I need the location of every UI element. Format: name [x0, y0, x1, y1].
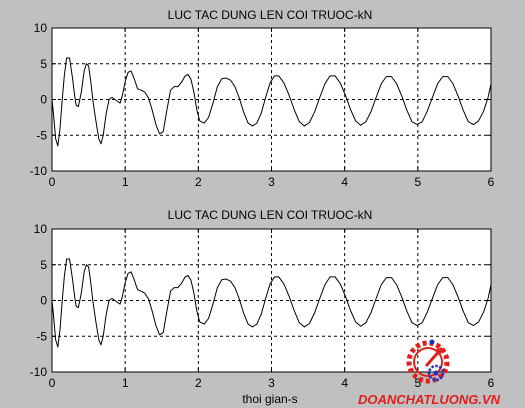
x-tick-label: 5	[414, 376, 421, 390]
y-tick-label: -5	[36, 128, 47, 142]
x-tick-labels: 0 1 2 3 4 5 6	[49, 376, 495, 390]
x-tick-label: 1	[122, 376, 129, 390]
x-tick-label: 0	[49, 376, 56, 390]
series	[51, 57, 492, 147]
ticks	[51, 228, 492, 373]
series	[51, 258, 492, 348]
x-tick-label: 5	[414, 175, 421, 189]
y-tick-label: 10	[34, 21, 48, 35]
gear-compass-logo-icon	[406, 339, 450, 384]
x-axis-label: thoi gian-s	[242, 392, 297, 406]
x-tick-labels: 0 1 2 3 4 5 6	[49, 175, 495, 189]
chart-title: LUC TAC DUNG LEN COI TRUOC-kN	[168, 8, 373, 22]
y-tick-labels: -10 -5 0 5 10	[30, 222, 48, 379]
y-tick-label: 0	[40, 294, 47, 308]
chart-bottom: LUC TAC DUNG LEN COI TRUOC-kN 0 1 2 3 4 5 6 -1…	[30, 208, 495, 406]
chart-top: LUC TAC DUNG LEN COI TRUOC-kN 0 1 2 3 4 5 6 -1…	[30, 8, 495, 189]
x-tick-label: 6	[488, 376, 495, 390]
x-tick-label: 3	[268, 376, 275, 390]
y-tick-label: 5	[40, 258, 47, 272]
ticks	[51, 27, 492, 172]
watermark: DOANCHATLUONG.VN	[358, 339, 501, 407]
x-tick-label: 3	[268, 175, 275, 189]
x-tick-label: 6	[488, 175, 495, 189]
chart-title: LUC TAC DUNG LEN COI TRUOC-kN	[168, 208, 373, 222]
grid	[52, 229, 491, 372]
series-line	[51, 258, 492, 348]
x-tick-label: 4	[341, 175, 348, 189]
y-tick-label: -5	[36, 329, 47, 343]
y-tick-label: 10	[34, 222, 48, 236]
series-line	[51, 57, 492, 147]
y-tick-label: -10	[30, 365, 48, 379]
y-tick-label: 5	[40, 57, 47, 71]
watermark-text: DOANCHATLUONG.VN	[358, 392, 501, 407]
x-tick-label: 4	[341, 376, 348, 390]
grid	[52, 28, 491, 171]
y-tick-labels: -10 -5 0 5 10	[30, 21, 48, 178]
x-tick-label: 1	[122, 175, 129, 189]
y-tick-label: -10	[30, 164, 48, 178]
y-tick-label: 0	[40, 93, 47, 107]
x-tick-label: 0	[49, 175, 56, 189]
x-tick-label: 2	[195, 175, 202, 189]
x-tick-label: 2	[195, 376, 202, 390]
